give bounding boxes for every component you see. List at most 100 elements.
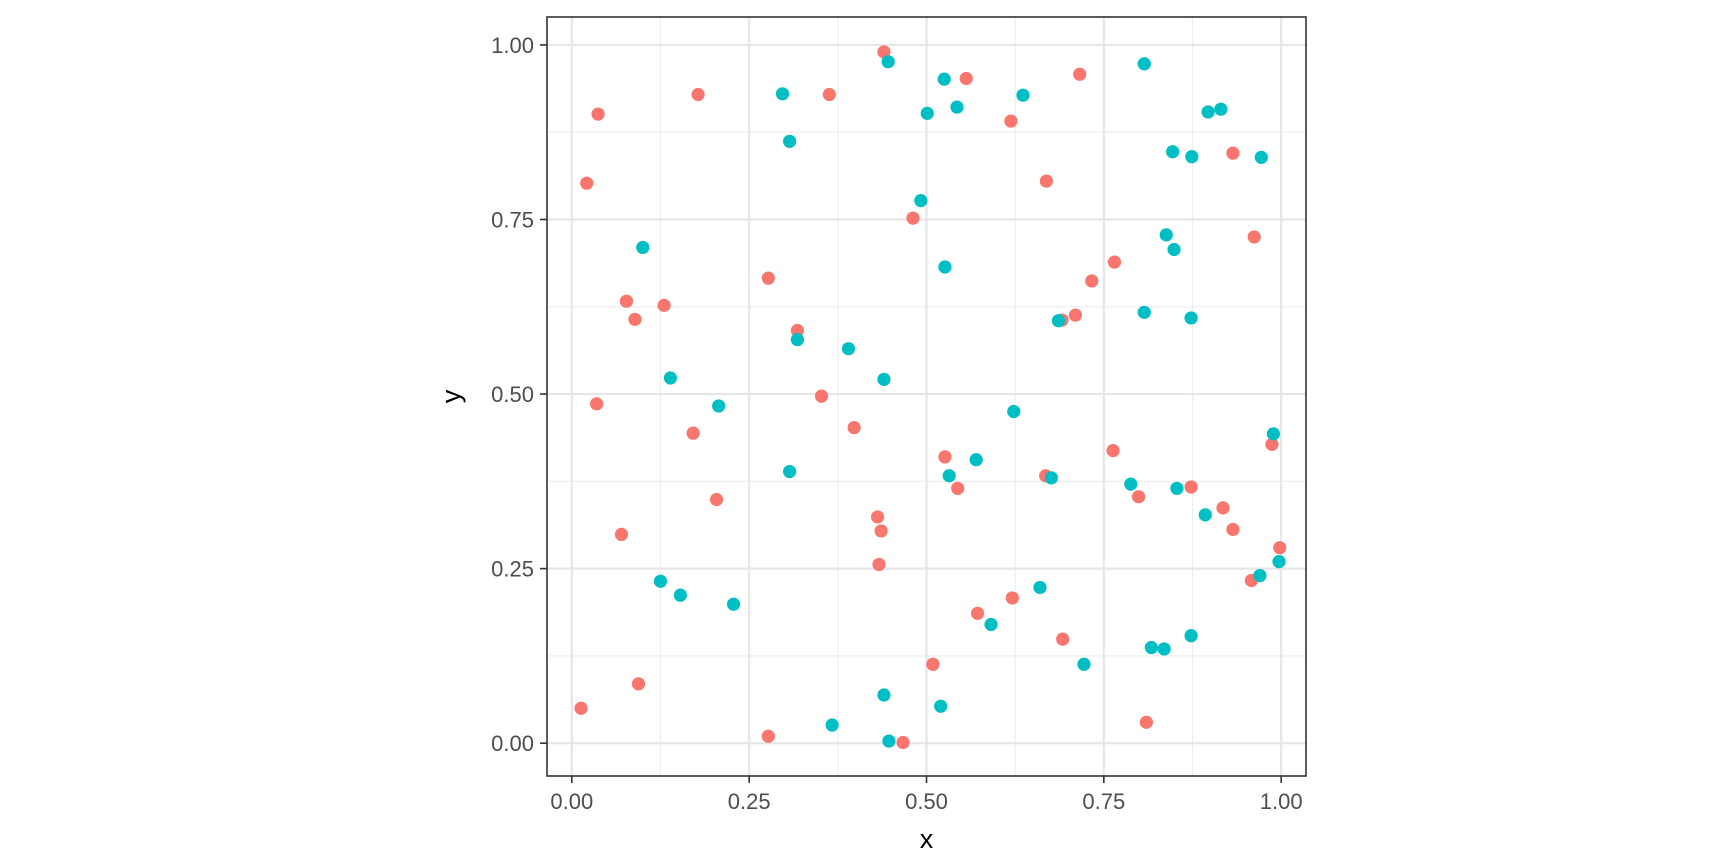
data-point-series-2: [663, 371, 678, 385]
y-tick-label: 1.00: [491, 33, 534, 58]
data-point-series-1: [1085, 274, 1099, 288]
data-point-series-2: [790, 332, 804, 347]
data-point-series-1: [1004, 114, 1018, 128]
data-point-series-1: [896, 735, 910, 750]
data-point-series-1: [580, 176, 594, 190]
data-point-series-2: [636, 240, 650, 255]
data-point-series-1: [631, 677, 646, 691]
y-tick-label: 0.50: [491, 382, 534, 407]
data-point-series-1: [761, 271, 775, 285]
data-point-series-2: [782, 464, 797, 479]
data-point-series-2: [1077, 657, 1091, 671]
data-point-series-1: [614, 527, 629, 542]
data-point-series-2: [1214, 102, 1228, 116]
data-point-series-2: [950, 100, 964, 114]
data-point-series-2: [1198, 508, 1212, 522]
data-point-series-2: [1272, 555, 1286, 569]
y-axis: 0.00 0.25 0.50 0.75 1.00: [491, 33, 547, 756]
y-tick-label: 0.00: [491, 731, 534, 756]
data-point-series-2: [1016, 88, 1030, 102]
data-point-series-1: [1068, 308, 1083, 322]
data-point-series-1: [1226, 522, 1240, 537]
data-point-series-2: [653, 574, 668, 588]
data-point-series-2: [1254, 150, 1268, 164]
data-point-series-1: [1184, 480, 1198, 494]
data-point-series-2: [1007, 404, 1021, 419]
data-point-series-2: [969, 453, 983, 467]
data-point-series-2: [1137, 57, 1151, 71]
data-point-series-2: [1157, 642, 1171, 656]
data-point-series-1: [657, 298, 671, 312]
data-point-series-2: [914, 194, 928, 208]
data-point-series-2: [1170, 481, 1184, 495]
data-point-series-1: [938, 450, 952, 464]
data-point-series-1: [628, 312, 642, 326]
data-point-series-2: [825, 718, 839, 732]
y-tick-label: 0.25: [491, 557, 534, 582]
data-point-series-2: [1144, 640, 1158, 655]
x-tick-label: 1.00: [1260, 789, 1303, 814]
data-point-series-1: [590, 397, 604, 411]
data-point-series-1: [1273, 541, 1287, 555]
data-point-series-1: [1226, 146, 1240, 160]
data-point-series-1: [951, 481, 965, 495]
data-point-series-1: [790, 323, 804, 338]
data-point-series-1: [1247, 230, 1261, 244]
data-point-series-1: [1139, 715, 1153, 729]
data-point-series-1: [970, 606, 985, 620]
data-points: [574, 45, 1287, 750]
x-axis: 0.00 0.25 0.50 0.75 1.00: [550, 776, 1303, 814]
data-point-series-1: [1107, 255, 1122, 269]
data-point-series-1: [1265, 437, 1279, 451]
data-point-series-1: [870, 510, 885, 524]
data-point-series-2: [882, 734, 896, 748]
data-point-series-1: [1216, 501, 1230, 515]
y-axis-title: y: [436, 389, 466, 403]
data-point-series-1: [814, 389, 829, 403]
data-point-series-1: [1073, 67, 1087, 81]
data-point-series-2: [1185, 150, 1199, 164]
data-point-series-2: [726, 597, 741, 611]
x-tick-label: 0.75: [1082, 789, 1125, 814]
data-point-series-1: [574, 701, 588, 715]
data-point-series-1: [691, 87, 705, 102]
data-point-series-2: [1033, 580, 1047, 595]
data-point-series-2: [841, 342, 856, 356]
data-point-series-1: [709, 492, 724, 507]
data-point-series-1: [872, 557, 886, 572]
x-tick-label: 0.25: [728, 789, 771, 814]
data-point-series-2: [1184, 311, 1198, 325]
data-point-series-1: [1039, 174, 1053, 188]
data-point-series-2: [1159, 228, 1173, 242]
data-point-series-2: [1124, 477, 1138, 491]
data-point-series-2: [984, 617, 998, 632]
data-point-series-2: [881, 55, 895, 69]
data-point-series-1: [761, 729, 775, 743]
data-point-series-2: [1201, 105, 1215, 119]
data-point-series-1: [686, 426, 700, 440]
x-tick-label: 0.50: [905, 789, 948, 814]
data-point-series-2: [937, 72, 951, 86]
data-point-series-2: [1044, 471, 1058, 485]
data-point-series-2: [942, 469, 956, 483]
x-axis-title: x: [920, 824, 934, 854]
data-point-series-1: [1106, 444, 1120, 458]
data-point-series-2: [877, 688, 891, 702]
data-point-series-1: [1131, 490, 1146, 504]
data-point-series-2: [1051, 314, 1066, 328]
data-point-series-2: [1184, 629, 1198, 643]
data-point-series-1: [822, 87, 836, 102]
data-point-series-1: [619, 294, 634, 308]
data-point-series-2: [775, 87, 790, 101]
data-point-series-2: [920, 106, 934, 120]
data-point-series-2: [782, 134, 797, 148]
data-point-series-1: [926, 657, 940, 671]
data-point-series-2: [877, 372, 891, 386]
data-point-series-2: [934, 699, 948, 713]
data-point-series-2: [938, 260, 952, 274]
data-point-series-1: [1005, 591, 1019, 605]
data-point-series-1: [847, 420, 861, 435]
data-point-series-2: [1137, 305, 1151, 319]
data-point-series-2: [712, 399, 726, 413]
